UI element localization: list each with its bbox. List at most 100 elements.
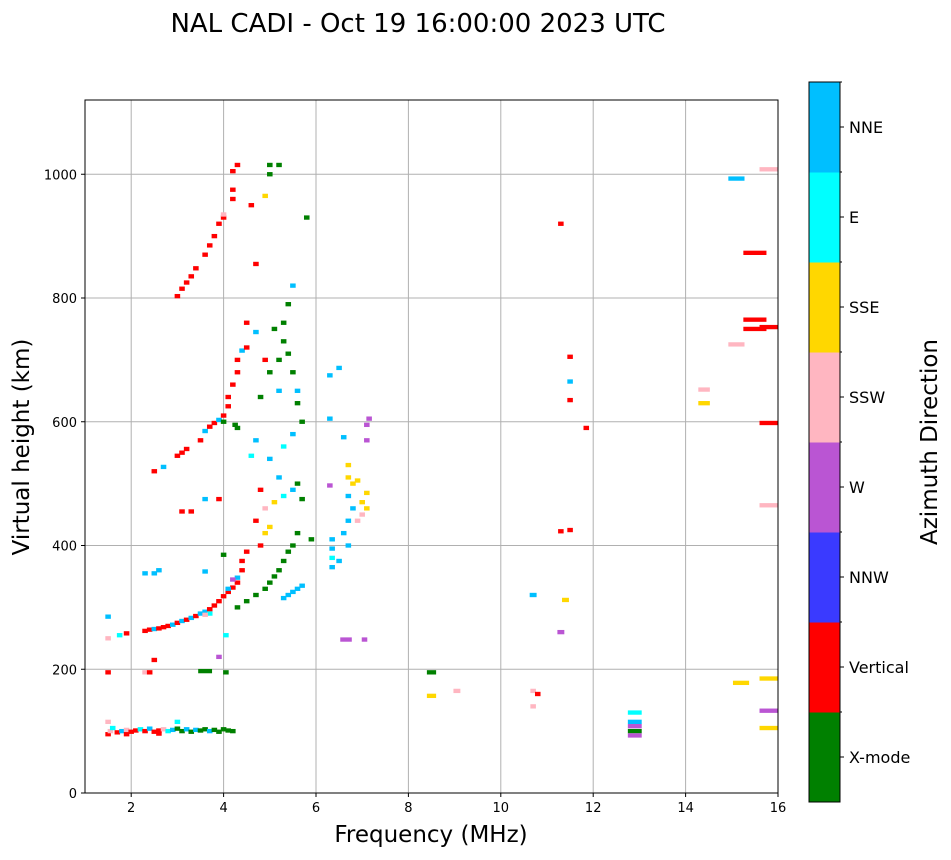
data-point-nne <box>267 456 273 462</box>
data-point-sse <box>262 530 268 536</box>
data-point-vertical <box>211 233 218 239</box>
colorbar-label: W <box>849 478 865 497</box>
data-point-nne <box>329 537 335 542</box>
x-tick-label: 10 <box>493 801 510 816</box>
data-point-ssw <box>453 688 461 694</box>
data-point-vertical <box>206 243 213 248</box>
data-point-vertical <box>211 603 218 608</box>
data-point-ssw <box>759 503 778 508</box>
data-point-vertical <box>220 215 227 220</box>
data-point-x-mode <box>299 419 305 424</box>
data-point-x-mode <box>290 543 296 548</box>
data-point-ssw <box>142 670 148 675</box>
data-point-w <box>364 438 370 443</box>
data-point-x-mode <box>285 549 292 554</box>
data-point-w <box>557 629 565 635</box>
data-point-x-mode <box>267 162 273 168</box>
data-point-vertical <box>759 324 778 330</box>
data-point-nne <box>206 728 213 734</box>
data-point-e <box>137 727 144 732</box>
data-point-x-mode <box>211 727 218 733</box>
data-point-nne <box>285 592 292 598</box>
data-point-nne <box>239 348 245 353</box>
data-point-vertical <box>253 261 259 267</box>
data-point-vertical <box>146 670 153 675</box>
data-point-vertical <box>248 203 255 208</box>
data-point-vertical <box>146 627 153 632</box>
colorbar-label: E <box>849 208 859 227</box>
data-point-vertical <box>234 357 241 363</box>
data-point-vertical <box>128 729 134 734</box>
data-point-nne <box>290 589 296 595</box>
data-point-vertical <box>216 599 222 604</box>
data-point-x-mode <box>216 729 222 734</box>
data-point-w <box>627 724 642 729</box>
data-point-vertical <box>253 518 259 523</box>
data-point-vertical <box>183 446 190 452</box>
data-point-vertical <box>156 728 162 733</box>
data-point-nne <box>151 571 158 576</box>
data-point-sse <box>698 401 710 406</box>
data-point-vertical <box>743 250 767 255</box>
data-point-sse <box>262 193 268 199</box>
y-tick-label: 400 <box>52 540 77 555</box>
data-point-sse <box>364 506 370 511</box>
data-point-vertical <box>165 623 171 629</box>
y-tick-label: 0 <box>69 787 77 802</box>
data-point-vertical <box>206 424 213 429</box>
data-point-ssw <box>530 704 536 709</box>
colorbar-label: SSE <box>849 298 879 317</box>
data-point-nne <box>179 618 185 624</box>
data-point-nne <box>253 438 259 443</box>
data-point-nne <box>170 622 176 627</box>
data-point-x-mode <box>220 419 227 424</box>
data-point-ssw <box>160 727 167 732</box>
data-point-nne <box>105 614 111 619</box>
colorbar-segment <box>809 442 840 533</box>
data-point-nne <box>340 530 347 536</box>
data-point-nne <box>119 728 125 734</box>
x-axis-label: Frequency (MHz) <box>334 822 527 848</box>
data-point-vertical <box>220 413 227 418</box>
data-point-ssw <box>359 512 365 517</box>
y-tick-label: 200 <box>52 663 77 678</box>
data-point-sse <box>267 524 273 530</box>
data-point-e <box>627 710 642 715</box>
data-point-x-mode <box>276 568 282 573</box>
data-point-x-mode <box>198 668 213 674</box>
data-point-sse <box>732 680 750 686</box>
data-point-vertical <box>160 625 167 630</box>
data-point-vertical <box>567 354 573 359</box>
data-point-vertical <box>230 196 236 202</box>
data-point-sse <box>562 597 569 603</box>
data-point-x-mode <box>188 729 195 734</box>
data-point-x-mode <box>234 425 241 431</box>
data-point-x-mode <box>262 586 268 591</box>
data-point-vertical <box>216 496 222 502</box>
data-point-nne <box>728 176 745 181</box>
data-point-vertical <box>225 404 231 409</box>
y-tick-label: 1000 <box>44 168 77 183</box>
data-point-vertical <box>156 626 162 631</box>
data-point-nne <box>202 496 208 502</box>
data-point-e <box>165 728 171 734</box>
data-point-vertical <box>174 293 181 299</box>
data-point-sse <box>354 478 361 483</box>
data-point-x-mode <box>230 728 236 734</box>
y-tick-label: 600 <box>52 416 77 431</box>
colorbar-segment <box>809 352 840 443</box>
data-point-e <box>116 633 123 638</box>
data-point-w <box>327 483 333 488</box>
data-point-vertical <box>257 543 264 548</box>
colorbar-segment <box>809 82 840 173</box>
data-point-ssw <box>354 518 361 523</box>
data-point-vertical <box>193 613 199 619</box>
data-point-nne <box>567 379 573 384</box>
data-point-vertical <box>743 326 767 332</box>
data-point-x-mode <box>285 302 292 307</box>
data-point-x-mode <box>294 481 301 486</box>
colorbar-segment <box>809 172 840 263</box>
x-tick-label: 6 <box>312 801 320 816</box>
data-point-nne <box>276 475 282 480</box>
data-point-nne <box>234 575 241 580</box>
